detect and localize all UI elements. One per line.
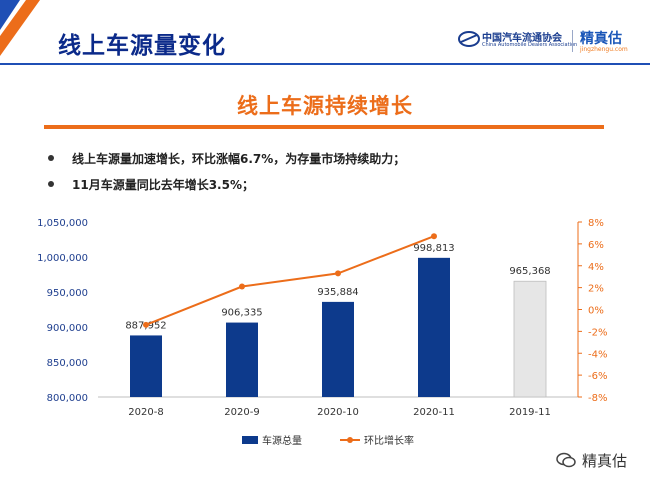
corner-stripe-decoration	[0, 0, 40, 56]
x-tick-label: 2020-10	[317, 407, 359, 418]
legend-swatch-bar	[242, 436, 258, 444]
watermark-text: 精真估	[582, 452, 628, 470]
section-rule	[44, 125, 604, 129]
y-left-tick-label: 1,050,000	[37, 218, 88, 229]
x-tick-label: 2020-9	[224, 407, 259, 418]
section-title: 线上车源持续增长	[237, 94, 413, 118]
y-left-tick-label: 900,000	[47, 323, 88, 334]
y-left-tick-label: 800,000	[47, 393, 88, 404]
y-right-tick-label: -2%	[588, 327, 607, 338]
x-tick-label: 2020-8	[128, 407, 163, 418]
y-left-tick-label: 850,000	[47, 358, 88, 369]
wechat-watermark: 精真估	[556, 450, 646, 470]
growth-rate-point	[431, 233, 437, 240]
bullet-text: 11月车源量同比去年增长3.5%；	[72, 178, 254, 192]
y-right-tick-label: 4%	[588, 262, 604, 273]
x-tick-label: 2020-11	[413, 407, 455, 418]
brand-name: 精真估	[580, 31, 622, 47]
bar-value-label: 965,368	[509, 266, 550, 277]
org-name-cn: 中国汽车流通协会	[482, 33, 562, 44]
bullet-dot-icon	[48, 181, 54, 187]
x-tick-label: 2019-11	[509, 407, 551, 418]
bar	[513, 280, 547, 398]
bar	[130, 335, 162, 397]
y-left-tick-label: 950,000	[47, 288, 88, 299]
bar	[322, 301, 354, 397]
wechat-icon	[556, 452, 576, 468]
growth-rate-point	[239, 283, 245, 290]
growth-rate-point	[143, 321, 149, 328]
bar-value-label: 935,884	[317, 287, 358, 298]
bullet-text: 线上车源量加速增长，环比涨幅6.7%，为存量市场持续助力；	[72, 152, 406, 166]
y-left-tick-label: 1,000,000	[37, 253, 88, 264]
legend-swatch-line-point	[347, 437, 353, 443]
bullet-dot-icon	[48, 155, 54, 161]
growth-rate-point	[335, 270, 341, 277]
y-right-tick-label: -4%	[588, 349, 607, 360]
growth-rate-line	[145, 235, 435, 326]
brand-url: jingzhengu.com	[580, 46, 628, 53]
y-right-tick-label: 6%	[588, 240, 604, 251]
bar	[418, 257, 450, 397]
cada-logo-icon	[458, 31, 480, 47]
org-name-en: China Automobile Dealers Association	[482, 42, 578, 48]
bar	[226, 322, 258, 397]
legend-label-bar: 车源总量	[262, 434, 302, 447]
page-title: 线上车源量变化	[58, 33, 226, 59]
legend-label-line: 环比增长率	[364, 434, 414, 447]
bar-value-label: 906,335	[221, 308, 262, 319]
y-right-tick-label: 8%	[588, 218, 604, 229]
bar-value-label: 998,813	[413, 243, 454, 254]
y-right-tick-label: 0%	[588, 306, 604, 317]
header-logos: 中国汽车流通协会 China Automobile Dealers Associ…	[458, 28, 638, 54]
y-right-tick-label: -6%	[588, 371, 607, 382]
header-rule	[0, 63, 650, 65]
y-right-tick-label: 2%	[588, 284, 604, 295]
logo-divider	[572, 30, 573, 52]
y-right-tick-label: -8%	[588, 393, 607, 404]
